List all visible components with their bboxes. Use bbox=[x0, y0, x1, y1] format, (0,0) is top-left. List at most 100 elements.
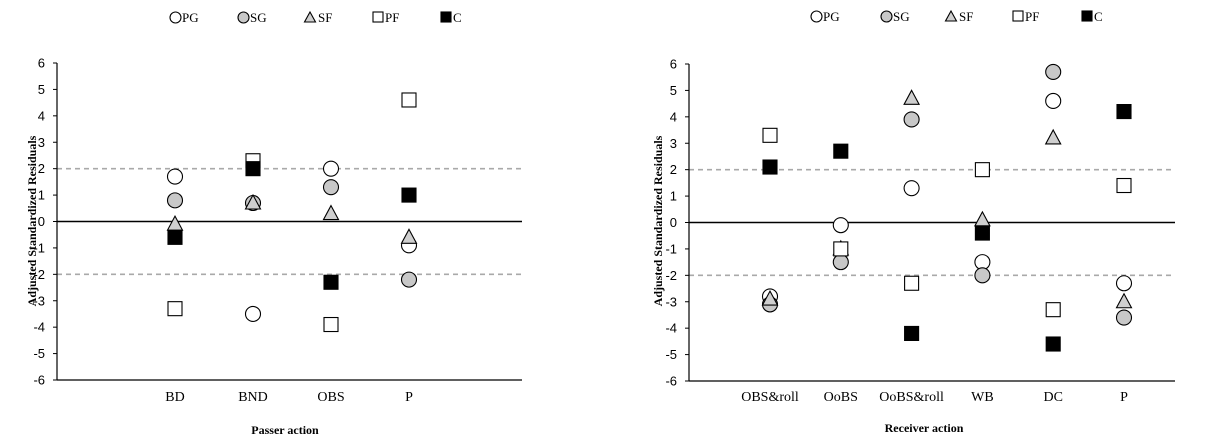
legend-marker-pf bbox=[372, 11, 384, 23]
y-tick-label: 5 bbox=[38, 82, 45, 97]
y-tick-label: 0 bbox=[38, 214, 45, 229]
legend-item-c: C bbox=[1081, 9, 1103, 24]
y-tick-label: -2 bbox=[33, 267, 45, 282]
point-pf bbox=[974, 162, 990, 178]
point-pf bbox=[1045, 302, 1061, 318]
legend-marker-c bbox=[1081, 10, 1093, 22]
point-pg bbox=[166, 168, 184, 185]
x-tick-label: OBS&roll bbox=[741, 390, 799, 405]
legend-label-pf: PF bbox=[1025, 9, 1039, 24]
point-sg bbox=[400, 271, 418, 288]
y-tick-label: 0 bbox=[670, 215, 677, 230]
legend-label-pg: PG bbox=[823, 9, 840, 24]
legend-item-sg: SG bbox=[880, 9, 910, 24]
legend-marker-pf bbox=[1012, 10, 1024, 22]
legend-marker-pg bbox=[169, 11, 182, 24]
legend-marker-sg bbox=[880, 10, 893, 23]
y-tick-label: 3 bbox=[670, 136, 677, 151]
legend-item-sf: SF bbox=[944, 9, 973, 24]
point-sf bbox=[244, 193, 262, 210]
point-pg bbox=[244, 305, 262, 323]
y-tick-label: 3 bbox=[38, 135, 45, 150]
legend-item-sf: SF bbox=[303, 10, 332, 25]
y-tick-label: 4 bbox=[670, 109, 677, 124]
point-sf bbox=[322, 204, 340, 221]
chart-receiver: PG SG SF PF C 6 5 4 3 2 1 0 -1 -2 -3 -4 -5 -6 OBS&rol… bbox=[651, 9, 1175, 435]
point-c bbox=[167, 229, 183, 245]
x-tick-label: BND bbox=[238, 390, 268, 405]
y-tick-label: 6 bbox=[38, 56, 45, 71]
x-tick-label: WB bbox=[971, 390, 994, 405]
y-tick-label: -4 bbox=[33, 320, 45, 335]
legend-label-c: C bbox=[1094, 9, 1103, 24]
point-c bbox=[904, 325, 920, 342]
y-tick-label: 5 bbox=[670, 83, 677, 98]
point-sg bbox=[322, 179, 340, 196]
y-tick-label: 1 bbox=[38, 188, 45, 203]
y-tick-label: -4 bbox=[665, 321, 677, 336]
point-sf bbox=[1044, 128, 1062, 145]
point-c bbox=[762, 159, 778, 175]
x-tick-label: P bbox=[1120, 390, 1128, 405]
x-tick-label: OBS bbox=[317, 390, 344, 405]
point-c bbox=[245, 161, 261, 177]
x-tick-label: P bbox=[405, 390, 413, 405]
point-sg bbox=[166, 192, 184, 209]
point-pf bbox=[904, 275, 920, 291]
y-tick-label: -3 bbox=[665, 294, 677, 309]
legend-label-sf: SF bbox=[318, 10, 332, 25]
point-pf bbox=[1116, 177, 1132, 194]
legend-label-sg: SG bbox=[893, 9, 910, 24]
legend-item-pf: PF bbox=[1012, 9, 1039, 24]
y-tick-label: 1 bbox=[670, 189, 677, 204]
legend-receiver: PG SG SF PF C bbox=[810, 9, 1103, 24]
y-tick-label: 2 bbox=[670, 162, 677, 177]
legend-item-c: C bbox=[440, 10, 462, 25]
legend-passer: PG SG SF PF C bbox=[169, 10, 462, 25]
legend-marker-sg bbox=[237, 11, 250, 24]
point-c bbox=[323, 274, 339, 290]
x-tick-label: BD bbox=[165, 390, 184, 405]
point-sg bbox=[832, 254, 849, 271]
y-axis-title-passer: Adjusted Standardized Residuals bbox=[25, 135, 39, 306]
point-pf bbox=[323, 316, 339, 333]
point-pf bbox=[762, 127, 778, 143]
point-pg bbox=[832, 217, 849, 234]
point-sf bbox=[1115, 292, 1133, 309]
point-c bbox=[1116, 104, 1132, 120]
x-axis-title-receiver: Receiver action bbox=[885, 421, 964, 435]
point-c bbox=[401, 187, 417, 203]
legend-item-pf: PF bbox=[372, 10, 399, 25]
y-axis-title-receiver: Adjusted Standardized Residuals bbox=[651, 135, 665, 306]
point-c bbox=[833, 143, 849, 159]
y-tick-label: -1 bbox=[33, 240, 45, 255]
legend-label-pg: PG bbox=[182, 10, 199, 25]
point-pf bbox=[833, 241, 849, 257]
x-tick-label: OoBS bbox=[824, 390, 858, 405]
point-c bbox=[974, 225, 990, 241]
point-sf bbox=[400, 228, 418, 244]
point-c bbox=[1045, 336, 1061, 352]
y-tick-label: -5 bbox=[665, 347, 677, 362]
y-tick-label: -3 bbox=[33, 293, 45, 308]
chart-passer: PG SG SF PF C 6 5 4 3 2 1 0 -1 -2 -3 -4 -5 -6 BD BND OB… bbox=[25, 10, 522, 437]
y-tick-label: -1 bbox=[665, 241, 677, 256]
point-sf bbox=[973, 210, 991, 227]
legend-item-pg: PG bbox=[169, 10, 199, 25]
y-tick-label: -2 bbox=[665, 268, 677, 283]
x-axis-title-passer: Passer action bbox=[251, 423, 319, 437]
x-tick-label: OoBS&roll bbox=[879, 390, 944, 405]
legend-label-sg: SG bbox=[250, 10, 267, 25]
point-pf bbox=[167, 301, 183, 317]
point-sf bbox=[761, 289, 779, 306]
legend-marker-c bbox=[440, 11, 452, 23]
point-sg bbox=[903, 111, 920, 128]
point-pg bbox=[1045, 92, 1062, 110]
y-tick-label: 6 bbox=[670, 57, 677, 72]
point-sg bbox=[1045, 63, 1062, 80]
point-pg bbox=[903, 180, 920, 197]
legend-item-sg: SG bbox=[237, 10, 267, 25]
point-pf bbox=[401, 92, 417, 108]
legend-label-c: C bbox=[453, 10, 462, 25]
